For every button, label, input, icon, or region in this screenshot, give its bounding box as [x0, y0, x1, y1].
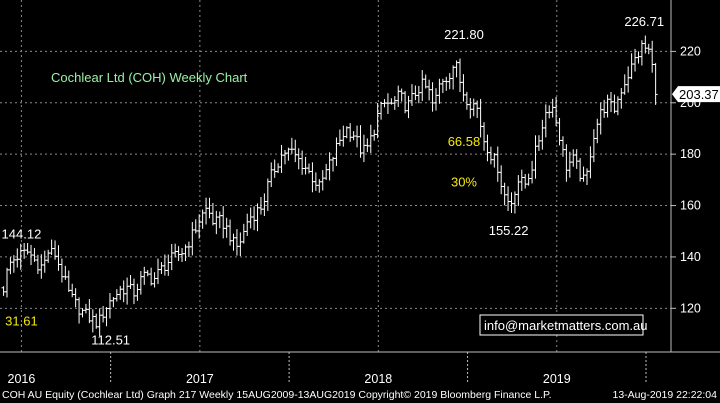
annotation-label: 112.51 — [91, 333, 130, 348]
last-price-label: 203.37 — [679, 87, 719, 102]
y-tick-label: 180 — [680, 147, 701, 161]
annotation-label: 31.61 — [5, 313, 38, 328]
watermark: info@marketmatters.com.au — [479, 314, 647, 336]
x-tick-labels: 2016 2017 2018 2019 — [8, 352, 647, 386]
watermark-box — [479, 314, 644, 336]
watermark-text: info@marketmatters.com.au — [484, 318, 647, 333]
annotation-label: 155.22 — [489, 223, 529, 238]
footer: COH AU Equity (Cochlear Ltd) Graph 217 W… — [2, 389, 717, 401]
x-tick-label: 2017 — [186, 372, 214, 386]
x-tick-label: 2019 — [543, 372, 571, 386]
y-tick-label: 160 — [680, 199, 701, 213]
y-tick-label: 140 — [680, 250, 701, 264]
annotation-label: 66.58 — [448, 134, 481, 149]
annotations: 144.12 31.61 112.51 221.80 66.58 30% 155.22 226… — [2, 14, 665, 347]
last-price-tag-shape — [672, 86, 720, 103]
x-tick-label: 2018 — [364, 372, 392, 386]
ohlc-bar — [653, 63, 658, 105]
grid-layer — [0, 0, 671, 352]
ohlc-bars — [1, 35, 658, 337]
y-tick-label: 120 — [680, 301, 701, 315]
y-tick-label: 220 — [680, 44, 701, 58]
annotation-label: 144.12 — [2, 226, 42, 241]
annotation-label: 30% — [451, 175, 477, 190]
annotation-label: 226.71 — [624, 14, 664, 29]
annotation-label: 221.80 — [444, 27, 484, 42]
chart-title: Cochlear Ltd (COH) Weekly Chart — [51, 70, 248, 85]
footer-left: COH AU Equity (Cochlear Ltd) Graph 217 W… — [2, 389, 552, 401]
x-tick-label: 2016 — [8, 372, 36, 386]
last-price-tag: 203.37 — [672, 86, 720, 103]
footer-right: 13-Aug-2019 22:22:04 — [612, 389, 717, 401]
axis-layer — [0, 0, 720, 353]
